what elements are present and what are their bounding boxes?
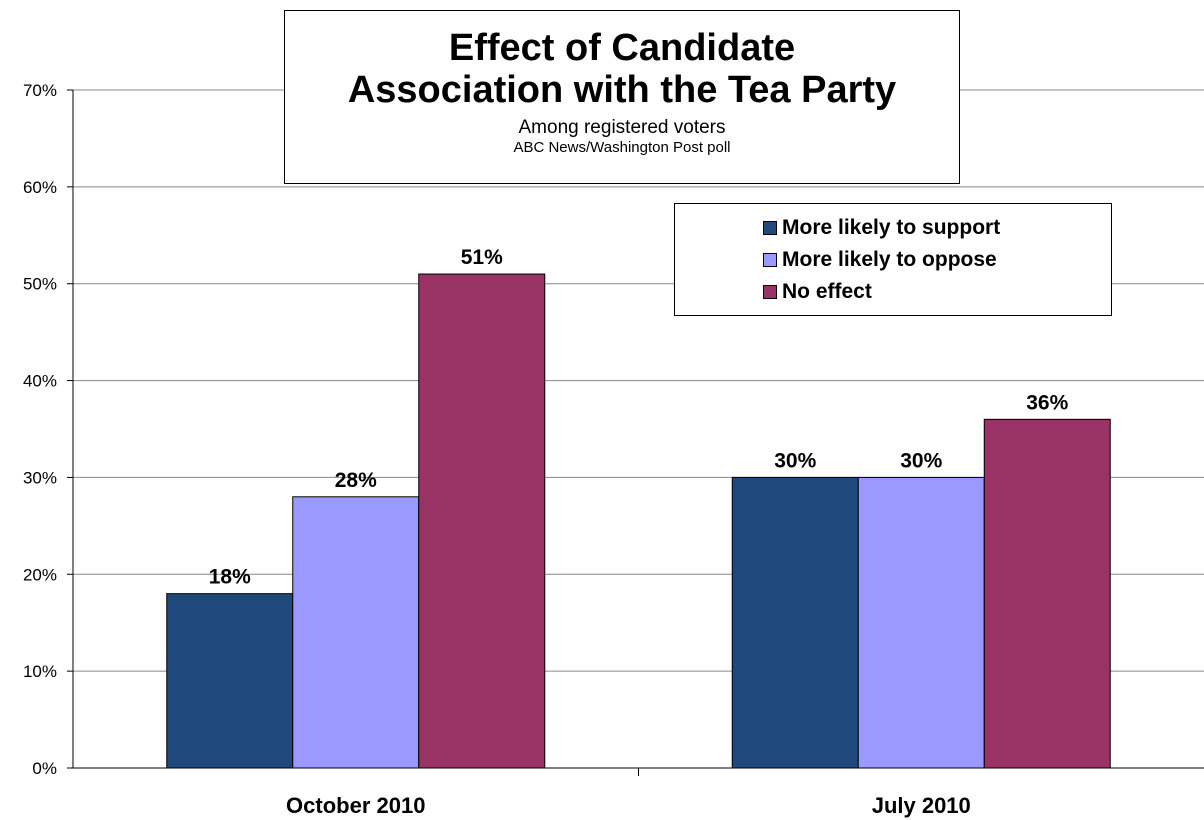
legend-swatch-no-effect [763,285,777,299]
legend-item-no-effect: No effect [763,276,1111,308]
data-label: 51% [461,246,503,269]
bar [983,418,1111,769]
y-tick-label: 60% [23,178,57,197]
y-tick-label: 40% [23,372,57,391]
chart-source: ABC News/Washington Post poll [513,139,731,156]
legend: More likely to support More likely to op… [674,203,1112,316]
y-tick-label: 70% [23,81,57,100]
y-tick-label: 30% [23,468,57,487]
data-label: 36% [1026,391,1068,414]
bar [418,273,546,769]
legend-label-support: More likely to support [782,216,1001,239]
gridlines [73,89,1204,672]
legend-item-oppose: More likely to oppose [763,244,1111,276]
chart-title-box: Effect of Candidate Association with the… [284,10,960,184]
chart-title-line-2: Association with the Tea Party [347,69,897,111]
bar [292,496,420,769]
bar [731,476,859,769]
x-category-label: July 2010 [872,793,971,818]
y-tick-label: 10% [23,662,57,681]
legend-swatch-oppose [763,253,777,267]
y-tick-label: 20% [23,565,57,584]
y-tick-label: 50% [23,275,57,294]
legend-item-support: More likely to support [763,212,1111,244]
data-label: 28% [335,469,377,492]
axes [67,89,1204,776]
bars [166,273,1111,769]
labels: 0% 10% 20% 30% 40% 50% 60% 70% 18% 28% 51% October … [23,81,1069,818]
legend-swatch-support [763,221,777,235]
chart-title-line-1: Effect of Candidate [448,27,796,69]
y-tick-label: 0% [32,759,57,778]
data-label: 30% [774,449,816,472]
bar [166,593,294,769]
bar [857,476,985,769]
chart-subtitle: Among registered voters [518,117,726,138]
legend-label-oppose: More likely to oppose [782,248,997,271]
data-label: 30% [900,449,942,472]
x-category-label: October 2010 [286,793,425,818]
legend-label-no-effect: No effect [782,280,872,303]
data-label: 18% [209,566,251,589]
